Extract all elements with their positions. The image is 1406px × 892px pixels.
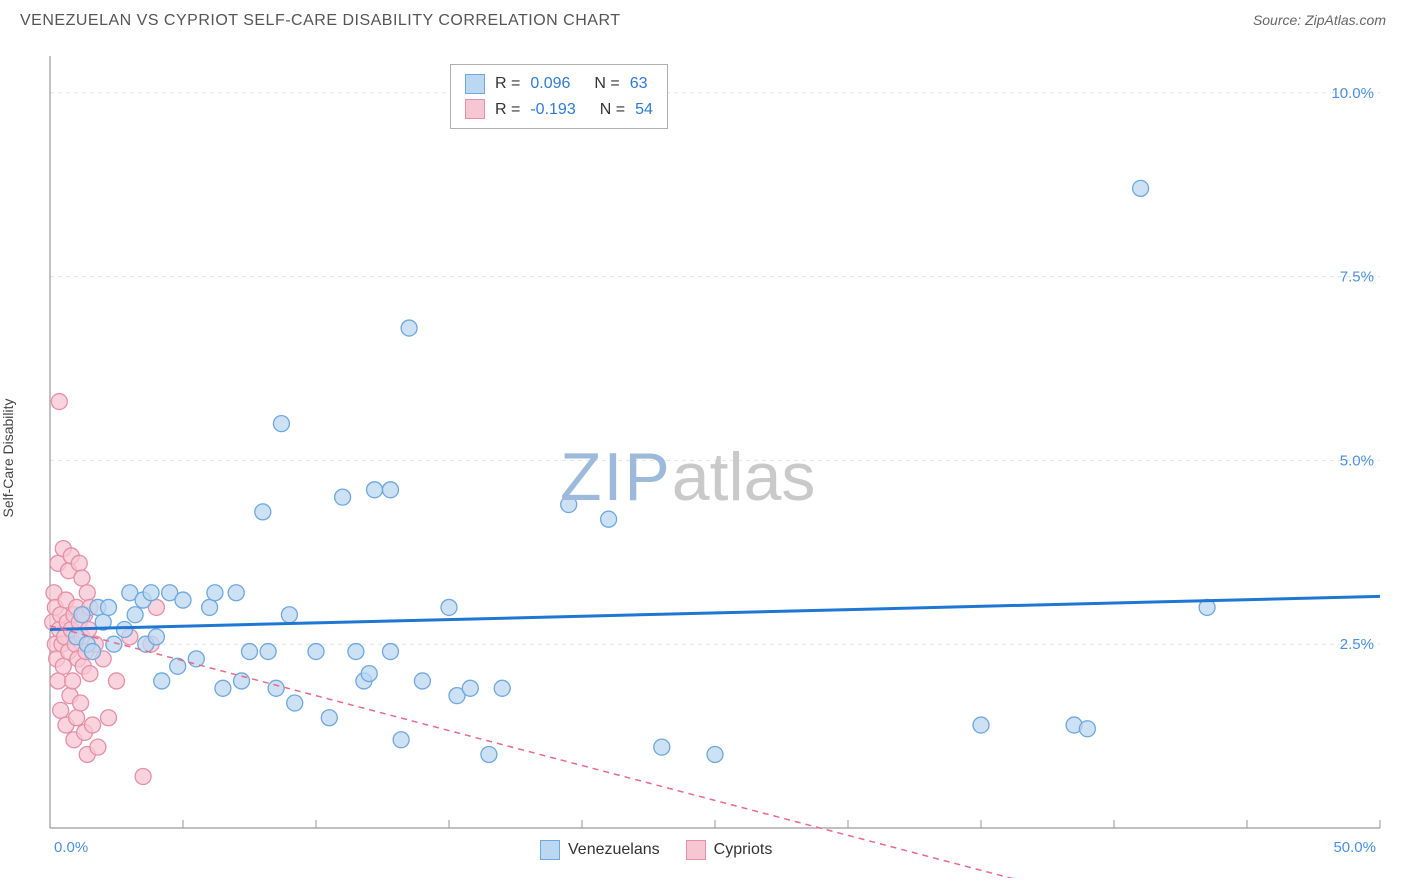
chart-header: VENEZUELAN VS CYPRIOT SELF-CARE DISABILI… [0, 0, 1406, 38]
svg-text:5.0%: 5.0% [1340, 452, 1374, 469]
legend-swatch [686, 840, 706, 860]
stats-r-value: 0.096 [530, 71, 570, 97]
stats-n-value: 54 [635, 97, 653, 123]
svg-text:0.0%: 0.0% [54, 839, 88, 856]
stats-row: R = 0.096 N = 63 [465, 71, 653, 97]
legend-swatch [540, 840, 560, 860]
chart-source: Source: ZipAtlas.com [1253, 12, 1386, 28]
stats-n-label: N = [600, 97, 625, 123]
stats-legend: R = 0.096 N = 63 R = -0.193 N = 54 [450, 64, 668, 129]
stats-r-label: R = [495, 71, 520, 97]
scatter-plot: 2.5% 5.0% 7.5% 10.0% 0.0% 50.0% [0, 38, 1406, 878]
svg-text:7.5%: 7.5% [1340, 269, 1374, 286]
y-axis-label: Self-Care Disability [0, 398, 16, 517]
legend-swatch [465, 74, 485, 94]
stats-r-value: -0.193 [530, 97, 575, 123]
series-legend: Venezuelans Cypriots [540, 840, 772, 860]
legend-item: Cypriots [686, 840, 773, 860]
chart-title: VENEZUELAN VS CYPRIOT SELF-CARE DISABILI… [20, 12, 621, 30]
svg-text:10.0%: 10.0% [1331, 85, 1374, 102]
stats-n-label: N = [594, 71, 619, 97]
stats-r-label: R = [495, 97, 520, 123]
legend-swatch [465, 99, 485, 119]
chart-area: Self-Care Disability 2.5% 5.0% 7.5% 10.0% 0.… [0, 38, 1406, 878]
stats-n-value: 63 [630, 71, 648, 97]
svg-text:50.0%: 50.0% [1333, 839, 1376, 856]
legend-label: Venezuelans [568, 841, 660, 859]
stats-row: R = -0.193 N = 54 [465, 97, 653, 123]
svg-text:2.5%: 2.5% [1340, 636, 1374, 653]
legend-item: Venezuelans [540, 840, 660, 860]
legend-label: Cypriots [714, 841, 773, 859]
